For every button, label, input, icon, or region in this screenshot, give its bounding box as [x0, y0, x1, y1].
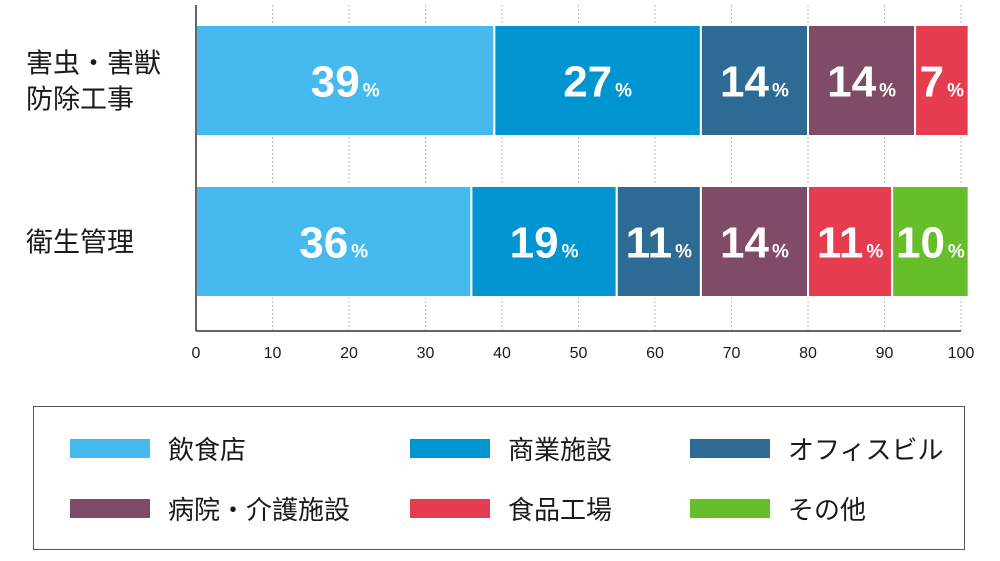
data-label: 27%: [563, 58, 632, 107]
x-tick-label: 30: [417, 345, 435, 362]
data-label: 14%: [827, 58, 896, 107]
data-label: 36%: [299, 219, 368, 268]
data-label: 11%: [817, 219, 884, 268]
category-label: 衛生管理: [26, 228, 134, 259]
data-label: 7%: [920, 58, 964, 107]
x-tick-label: 0: [192, 345, 201, 362]
legend-swatch: [410, 439, 490, 458]
legend-swatch: [690, 439, 770, 458]
undefined: [914, 24, 970, 137]
legend-label: 食品工場: [508, 496, 613, 526]
data-label: 14%: [720, 219, 789, 268]
x-tick-label: 20: [340, 345, 358, 362]
legend-item: 病院・介護施設: [70, 490, 350, 527]
x-tick-label: 80: [799, 345, 817, 362]
x-tick-label: 100: [948, 345, 975, 362]
undefined: [891, 185, 970, 298]
x-tick-label: 90: [876, 345, 894, 362]
legend-label: 病院・介護施設: [168, 496, 351, 526]
undefined: [195, 24, 496, 137]
undefined: [615, 185, 702, 298]
legend-label: その他: [788, 496, 867, 526]
legend-swatch: [70, 499, 150, 518]
legend-swatch: [70, 439, 150, 458]
legend-label: オフィスビル: [788, 436, 944, 466]
data-label: 19%: [510, 219, 579, 268]
legend-swatch: [690, 499, 770, 518]
undefined: [195, 185, 473, 298]
legend-label: 飲食店: [168, 436, 247, 466]
x-tick-label: 50: [570, 345, 588, 362]
undefined: [470, 185, 618, 298]
chart-legend: 飲食店 商業施設 オフィスビル病院・介護施設 食品工場 その他: [33, 406, 965, 550]
legend-item: オフィスビル: [690, 430, 943, 467]
legend-item: その他: [690, 490, 866, 527]
data-label: 14%: [720, 58, 789, 107]
legend-item: 食品工場: [410, 490, 612, 527]
legend-item: 飲食店: [70, 430, 246, 467]
legend-label: 商業施設: [508, 436, 613, 466]
undefined: [699, 185, 810, 298]
category-label: 害虫・害獣防除工事: [26, 49, 161, 116]
data-label: 11%: [626, 219, 693, 268]
data-label: 39%: [311, 58, 380, 107]
undefined: [807, 185, 894, 298]
stacked-bar-chart: 39% 27% 14% 14% 7 %36% 19% 11% 14% 11% 10 %0 10 20 30 4…: [26, 5, 975, 362]
x-tick-label: 10: [264, 345, 282, 362]
legend-swatch: [410, 499, 490, 518]
x-tick-label: 40: [493, 345, 511, 362]
data-label: 10%: [896, 219, 965, 268]
legend-item: 商業施設: [410, 430, 612, 467]
x-tick-label: 60: [646, 345, 664, 362]
x-tick-label: 70: [723, 345, 741, 362]
